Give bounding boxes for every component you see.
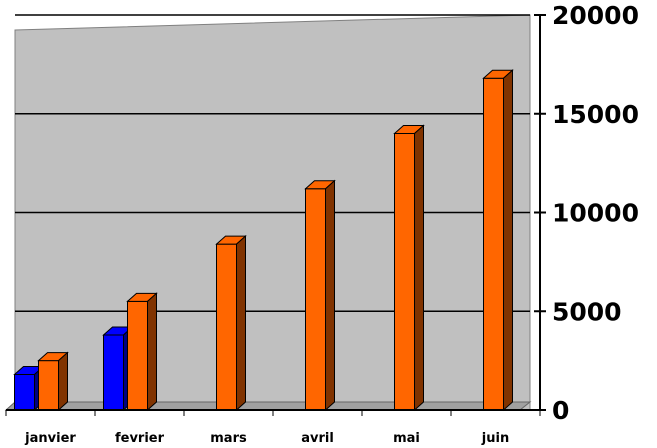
x-tick-label: fevrier [115,431,165,446]
x-tick-label: juin [481,431,509,446]
bar [37,351,69,412]
bars [13,69,514,412]
x-tick-labels: janvier fevrier mars avril mai juin [5,410,541,446]
bar [482,69,514,412]
y-tick-labels: 0 5000 10000 15000 20000 [534,1,639,425]
y-tick-label: 0 [552,396,569,425]
x-tick-label: mai [393,431,420,446]
y-tick-label: 20000 [552,1,639,30]
plot-floor [4,401,532,411]
x-tick-label: mars [210,431,247,446]
bar [126,292,158,412]
bar [215,234,247,412]
gridlines [15,14,530,312]
bar [304,179,336,412]
bar [393,124,425,412]
x-tick-label: janvier [24,431,76,446]
y-tick-label: 5000 [552,297,622,326]
y-tick-label: 15000 [552,100,639,129]
y-tick-label: 10000 [552,199,639,228]
x-tick-label: avril [301,431,334,446]
